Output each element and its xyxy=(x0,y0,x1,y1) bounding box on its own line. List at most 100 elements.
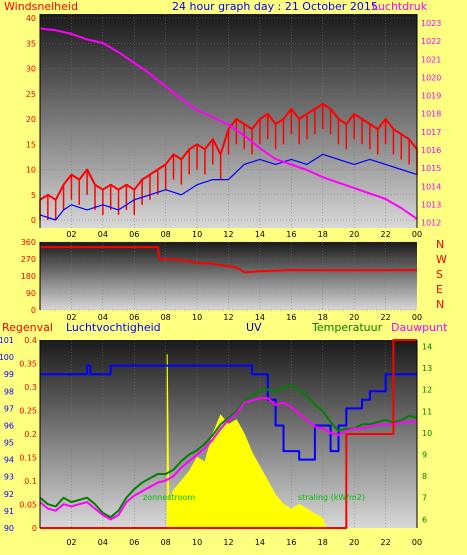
direction-tick-label: 270 xyxy=(21,255,36,264)
wind-tick-label: 35 xyxy=(26,39,36,48)
direction-tick-label: 180 xyxy=(21,272,36,281)
pressure-tick-label: 1020 xyxy=(421,73,441,82)
temperature-tick-label: 10 xyxy=(422,429,432,438)
humidity-tick-label: 99 xyxy=(4,370,14,379)
x-tick-label: 20 xyxy=(349,230,359,239)
x-tick-label: 16 xyxy=(286,313,296,322)
rain-tick-label: 0.4 xyxy=(24,336,37,345)
humidity-tick-label: 95 xyxy=(4,439,14,448)
compass-letter: N xyxy=(436,238,444,251)
wind-tick-label: 30 xyxy=(26,65,36,74)
pressure-tick-label: 1018 xyxy=(421,110,441,119)
temperature-tick-label: 7 xyxy=(422,494,427,503)
x-tick-label: 12 xyxy=(223,538,233,547)
pressure-tick-label: 1013 xyxy=(421,200,441,209)
zonnestroom-label: zonnestroom xyxy=(143,493,195,502)
wind-tick-label: 0 xyxy=(31,216,36,225)
temperature-label: Temperatuur xyxy=(311,321,383,334)
direction-tick-label: 90 xyxy=(26,289,36,298)
x-tick-label: 12 xyxy=(223,313,233,322)
rain-label: Regenval xyxy=(2,321,53,334)
wind-pressure-series xyxy=(39,27,418,221)
humidity-line xyxy=(40,364,417,461)
x-tick-label: 02 xyxy=(66,538,76,547)
pressure-label: Luchtdruk xyxy=(372,0,428,13)
pressure-tick-label: 1012 xyxy=(421,219,441,228)
direction-tick-label: 0 xyxy=(31,306,36,315)
pressure-line xyxy=(39,27,418,220)
x-tick-label: 02 xyxy=(66,230,76,239)
chart-title: 24 hour graph day : 21 October 2015 xyxy=(172,0,378,13)
wind-tick-label: 25 xyxy=(26,90,36,99)
humidity-tick-label: 90 xyxy=(4,524,14,533)
compass-letter: N xyxy=(436,298,444,311)
pressure-tick-label: 1017 xyxy=(421,128,441,137)
pressure-tick-label: 1019 xyxy=(421,92,441,101)
x-tick-label: 02 xyxy=(66,313,76,322)
x-tick-label: 20 xyxy=(349,313,359,322)
direction-series xyxy=(40,246,418,274)
pressure-tick-label: 1021 xyxy=(421,55,441,64)
temperature-tick-label: 12 xyxy=(422,386,432,395)
x-tick-label: 22 xyxy=(380,538,390,547)
humidity-tick-label: 96 xyxy=(4,421,14,430)
temperature-tick-label: 13 xyxy=(422,364,432,373)
x-tick-label: 20 xyxy=(349,538,359,547)
rain-tick-label: 0.3 xyxy=(24,383,37,392)
direction-tick-label: 360 xyxy=(21,238,36,247)
rain-tick-label: 0.1 xyxy=(24,477,37,486)
humidity-label: Luchtvochtigheid xyxy=(66,321,161,334)
humidity-tick-label: 92 xyxy=(4,490,14,499)
dewpoint-label: Dauwpunt xyxy=(391,321,448,334)
pressure-tick-label: 1023 xyxy=(421,19,441,28)
uv-area xyxy=(166,354,327,529)
wind-pressure-panel xyxy=(40,14,417,228)
x-tick-label: 14 xyxy=(255,538,265,547)
x-tick-label: 22 xyxy=(380,313,390,322)
uv-area-path xyxy=(166,354,327,529)
x-tick-label: 14 xyxy=(255,313,265,322)
rain-tick-label: 0.25 xyxy=(19,407,37,416)
x-tick-label: 12 xyxy=(223,230,233,239)
x-tick-label: 04 xyxy=(98,538,108,547)
rain-tick-label: 0.35 xyxy=(19,360,37,369)
humidity-tick-label: 93 xyxy=(4,473,14,482)
pressure-tick-label: 1016 xyxy=(421,146,441,155)
temperature-tick-label: 8 xyxy=(422,472,427,481)
x-tick-label: 04 xyxy=(98,313,108,322)
x-tick-label: 16 xyxy=(286,230,296,239)
rain-line xyxy=(40,339,417,529)
x-tick-label: 18 xyxy=(318,313,328,322)
humidity-tick-label: 98 xyxy=(4,387,14,396)
compass-letter: E xyxy=(436,283,443,296)
x-tick-label: 10 xyxy=(192,538,202,547)
wind-average-line xyxy=(39,153,418,221)
x-tick-label: 16 xyxy=(286,538,296,547)
x-tick-label: 06 xyxy=(129,538,139,547)
x-tick-label: 08 xyxy=(161,538,171,547)
pressure-tick-label: 1022 xyxy=(421,37,441,46)
wind-tick-label: 15 xyxy=(26,140,36,149)
humidity-tick-label: 94 xyxy=(4,456,14,465)
x-tick-label: 22 xyxy=(380,230,390,239)
rain-tick-label: 0.15 xyxy=(19,454,37,463)
temperature-tick-label: 11 xyxy=(422,407,432,416)
x-tick-label: 14 xyxy=(255,230,265,239)
straling-label: straling (kW/m2) xyxy=(298,493,365,502)
x-tick-label: 08 xyxy=(161,313,171,322)
pressure-tick-label: 1015 xyxy=(421,164,441,173)
x-tick-label: 00 xyxy=(412,230,422,239)
uv-label: UV xyxy=(246,321,262,334)
pressure-tick-label: 1014 xyxy=(421,182,441,191)
x-tick-label: 08 xyxy=(161,230,171,239)
x-tick-label: 06 xyxy=(129,313,139,322)
rain-tick-label: 0.2 xyxy=(24,430,37,439)
humidity-tick-label: 91 xyxy=(4,507,14,516)
wind-speed-label: Windsnelheid xyxy=(4,0,78,13)
compass-letter: S xyxy=(436,268,443,281)
x-tick-label: 18 xyxy=(318,538,328,547)
temperature-tick-label: 9 xyxy=(422,451,427,460)
compass-letter: W xyxy=(436,253,447,266)
